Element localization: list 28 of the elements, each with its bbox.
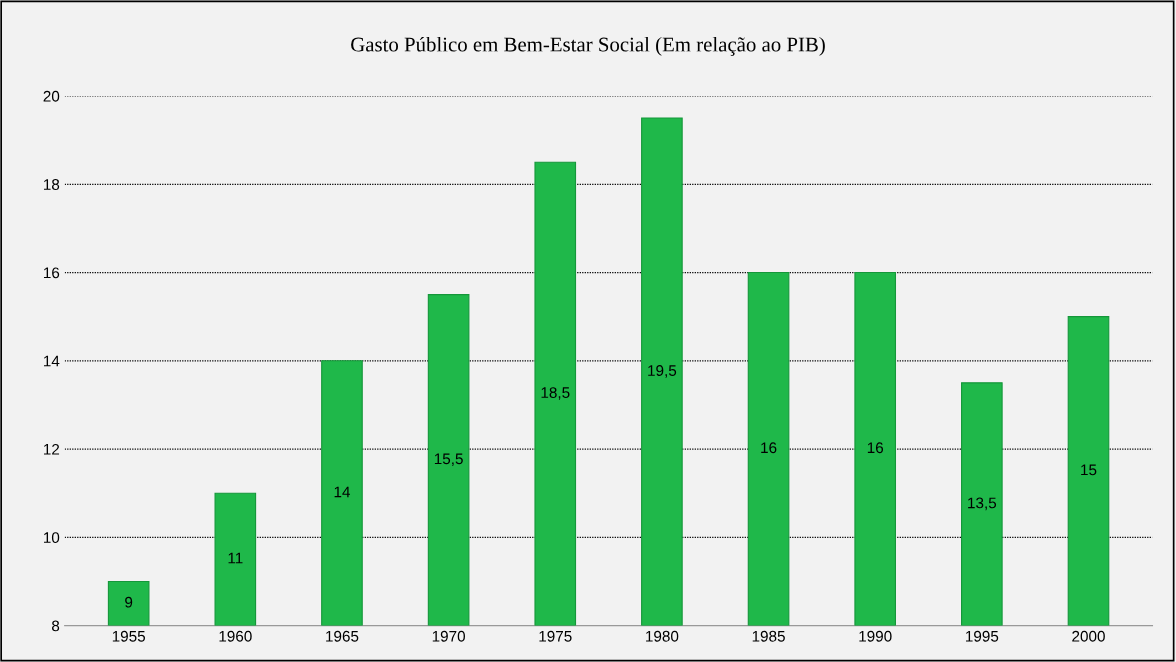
data-label: 19,5	[648, 365, 677, 378]
y-tick-label: 16	[43, 267, 60, 279]
y-tick-label: 20	[43, 90, 60, 102]
chart-title: Gasto Público em Bem-Estar Social (Em relação ao PIB)	[351, 36, 825, 56]
y-tick-label: 14	[43, 355, 60, 367]
data-label: 16	[867, 442, 884, 454]
y-tick-label: 18	[43, 179, 60, 190]
x-tick-label: 1990	[859, 630, 892, 642]
x-tick-label: 1960	[219, 630, 252, 642]
y-tick-label: 8	[51, 620, 60, 632]
x-tick-label: 1970	[432, 630, 466, 642]
data-label: 18,5	[541, 387, 570, 400]
x-tick-label: 1965	[326, 630, 359, 642]
x-tick-label: 1995	[966, 630, 999, 642]
x-tick-label: 1980	[646, 630, 679, 642]
data-label: 15	[1081, 464, 1097, 476]
data-label: 16	[761, 442, 777, 454]
data-label: 14	[334, 486, 351, 498]
data-label: 11	[228, 552, 243, 564]
data-label: 9	[125, 596, 133, 608]
x-tick-label: 1975	[539, 630, 572, 642]
data-label: 15,5	[434, 453, 463, 466]
x-tick-label: 2000	[1072, 630, 1105, 642]
x-tick-label: 1985	[752, 630, 785, 642]
data-label: 13,5	[968, 497, 997, 511]
x-tick-label: 1955	[112, 630, 146, 642]
y-tick-label: 12	[43, 443, 60, 455]
y-tick-label: 10	[43, 532, 60, 544]
